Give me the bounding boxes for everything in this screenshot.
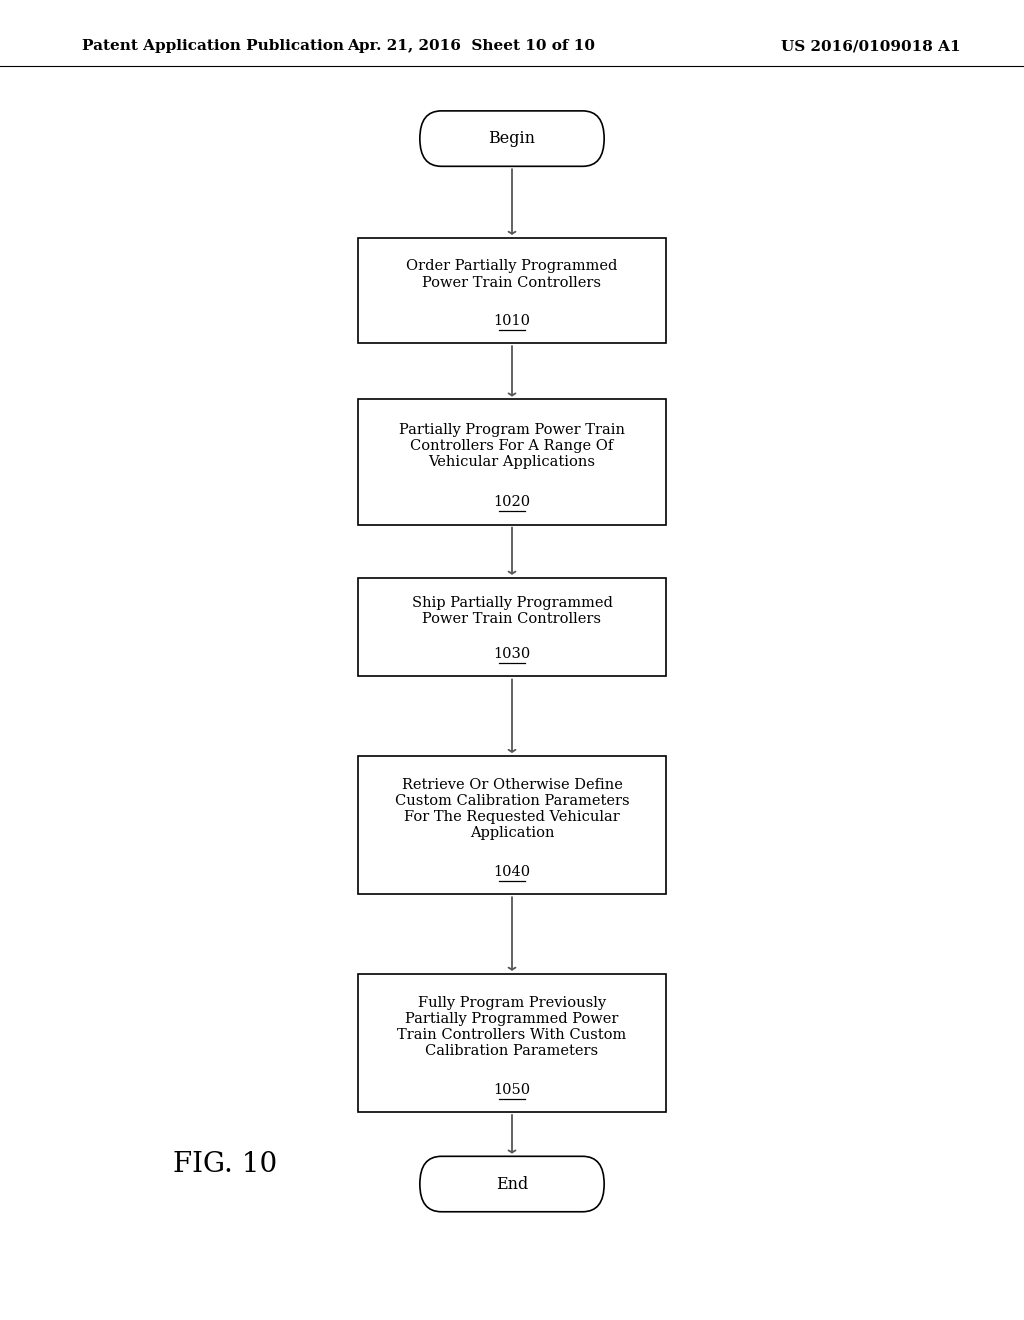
Text: FIG. 10: FIG. 10 <box>173 1151 278 1177</box>
Text: Patent Application Publication: Patent Application Publication <box>82 40 344 53</box>
FancyBboxPatch shape <box>420 1156 604 1212</box>
Text: 1010: 1010 <box>494 314 530 327</box>
Text: Begin: Begin <box>488 131 536 147</box>
Text: 1030: 1030 <box>494 647 530 661</box>
Text: 1050: 1050 <box>494 1082 530 1097</box>
Text: US 2016/0109018 A1: US 2016/0109018 A1 <box>780 40 961 53</box>
Text: Apr. 21, 2016  Sheet 10 of 10: Apr. 21, 2016 Sheet 10 of 10 <box>347 40 595 53</box>
Text: Partially Program Power Train
Controllers For A Range Of
Vehicular Applications: Partially Program Power Train Controller… <box>399 422 625 470</box>
FancyBboxPatch shape <box>420 111 604 166</box>
FancyBboxPatch shape <box>358 399 666 524</box>
FancyBboxPatch shape <box>358 974 666 1111</box>
FancyBboxPatch shape <box>358 578 666 676</box>
Text: 1020: 1020 <box>494 495 530 510</box>
Text: Retrieve Or Otherwise Define
Custom Calibration Parameters
For The Requested Veh: Retrieve Or Otherwise Define Custom Cali… <box>394 777 630 841</box>
FancyBboxPatch shape <box>358 238 666 343</box>
Text: Order Partially Programmed
Power Train Controllers: Order Partially Programmed Power Train C… <box>407 260 617 289</box>
FancyBboxPatch shape <box>358 755 666 895</box>
Text: 1040: 1040 <box>494 865 530 879</box>
Text: Fully Program Previously
Partially Programmed Power
Train Controllers With Custo: Fully Program Previously Partially Progr… <box>397 995 627 1059</box>
Text: Ship Partially Programmed
Power Train Controllers: Ship Partially Programmed Power Train Co… <box>412 597 612 626</box>
Text: End: End <box>496 1176 528 1192</box>
